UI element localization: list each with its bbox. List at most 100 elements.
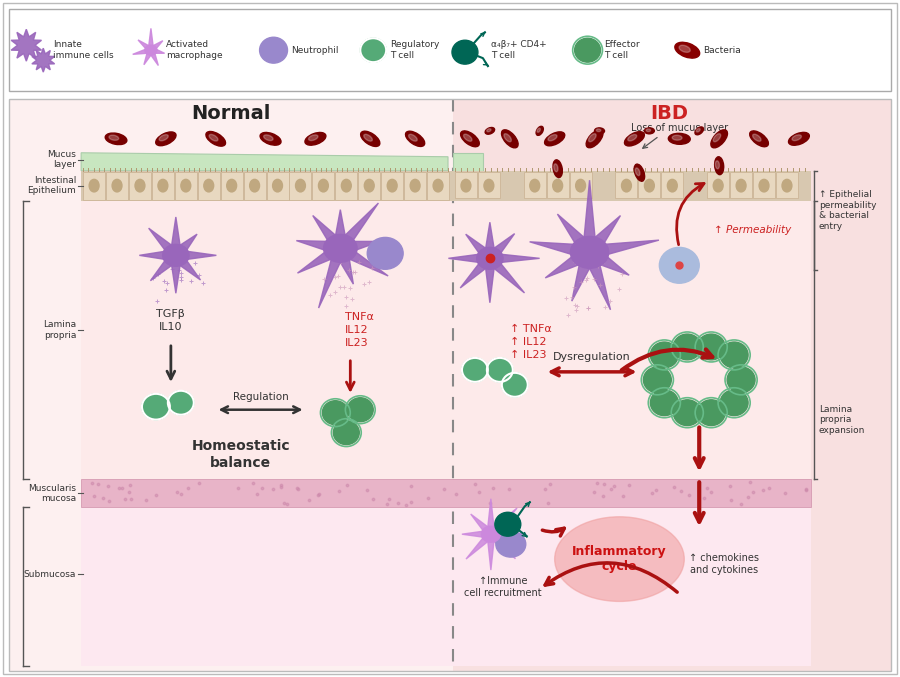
Ellipse shape	[260, 133, 281, 145]
Ellipse shape	[249, 179, 259, 192]
Ellipse shape	[673, 334, 701, 360]
Bar	[707, 172, 729, 198]
Ellipse shape	[646, 129, 651, 131]
Ellipse shape	[668, 179, 677, 192]
Ellipse shape	[574, 38, 600, 62]
Ellipse shape	[361, 131, 380, 146]
Text: Normal: Normal	[191, 104, 270, 123]
Polygon shape	[140, 217, 216, 293]
Bar	[198, 172, 220, 200]
Ellipse shape	[553, 160, 562, 177]
Ellipse shape	[477, 247, 503, 269]
Text: IBD: IBD	[651, 104, 688, 123]
Ellipse shape	[537, 128, 540, 132]
Bar	[753, 172, 775, 198]
Text: Loss of mucus layer: Loss of mucus layer	[631, 123, 728, 133]
Polygon shape	[529, 180, 659, 310]
Ellipse shape	[720, 342, 748, 368]
Bar	[9, 99, 453, 671]
Bar	[9, 99, 891, 671]
Ellipse shape	[530, 179, 540, 192]
Ellipse shape	[364, 134, 373, 141]
Text: Activated
macrophage: Activated macrophage	[166, 41, 222, 60]
Ellipse shape	[295, 179, 305, 192]
Ellipse shape	[309, 135, 318, 141]
Ellipse shape	[672, 135, 682, 140]
Ellipse shape	[273, 179, 283, 192]
Bar	[776, 172, 798, 198]
Text: Homeostatic
balance: Homeostatic balance	[192, 439, 290, 470]
Polygon shape	[132, 28, 165, 66]
Ellipse shape	[367, 238, 403, 269]
Ellipse shape	[109, 135, 119, 140]
Bar	[83, 172, 105, 200]
Ellipse shape	[635, 168, 640, 175]
Ellipse shape	[586, 130, 603, 148]
Ellipse shape	[750, 131, 769, 147]
Text: Mucus
layer: Mucus layer	[48, 150, 76, 169]
Ellipse shape	[628, 135, 636, 141]
Ellipse shape	[698, 334, 725, 360]
Bar	[453, 171, 811, 200]
Ellipse shape	[660, 247, 699, 283]
Bar	[404, 172, 426, 200]
Ellipse shape	[501, 130, 518, 148]
Ellipse shape	[409, 134, 418, 141]
Bar	[129, 172, 151, 200]
Text: Bacteria: Bacteria	[703, 45, 741, 55]
Ellipse shape	[89, 179, 99, 192]
Text: ↑ IL12: ↑ IL12	[509, 337, 546, 347]
Ellipse shape	[495, 512, 521, 536]
Ellipse shape	[227, 179, 237, 192]
Ellipse shape	[644, 128, 654, 134]
Bar	[428, 172, 449, 200]
Ellipse shape	[341, 179, 351, 192]
Bar	[175, 172, 197, 200]
Text: IL10: IL10	[159, 322, 183, 332]
Ellipse shape	[485, 127, 495, 134]
Ellipse shape	[482, 526, 500, 542]
Bar	[638, 172, 661, 198]
Ellipse shape	[589, 134, 596, 141]
Polygon shape	[32, 48, 55, 72]
Text: ↑ TNFα: ↑ TNFα	[509, 324, 552, 334]
Ellipse shape	[112, 179, 122, 192]
Ellipse shape	[203, 179, 213, 192]
Bar	[220, 172, 243, 200]
Bar	[152, 172, 174, 200]
Text: ↑ Epithelial
permeability
& bacterial
entry: ↑ Epithelial permeability & bacterial en…	[819, 190, 877, 231]
Ellipse shape	[625, 131, 644, 146]
Ellipse shape	[715, 157, 724, 175]
Bar	[81, 200, 811, 479]
Bar	[312, 172, 335, 200]
Ellipse shape	[158, 179, 167, 192]
Bar	[616, 172, 637, 198]
Ellipse shape	[752, 134, 761, 141]
Ellipse shape	[305, 133, 326, 145]
Ellipse shape	[502, 373, 527, 397]
Ellipse shape	[554, 164, 558, 172]
Ellipse shape	[156, 132, 176, 146]
Ellipse shape	[168, 391, 194, 415]
Bar	[382, 172, 403, 200]
Ellipse shape	[697, 129, 700, 132]
Text: IL23: IL23	[346, 338, 369, 348]
Ellipse shape	[595, 128, 605, 134]
Ellipse shape	[364, 179, 374, 192]
Polygon shape	[296, 203, 388, 308]
Ellipse shape	[548, 135, 557, 141]
Ellipse shape	[680, 45, 690, 52]
Bar	[336, 172, 357, 200]
Ellipse shape	[487, 358, 513, 382]
Ellipse shape	[644, 179, 654, 192]
Ellipse shape	[536, 127, 544, 135]
Ellipse shape	[360, 38, 386, 62]
Text: Innate
immune cells: Innate immune cells	[53, 41, 114, 60]
Ellipse shape	[163, 244, 189, 266]
Ellipse shape	[622, 179, 632, 192]
Text: Effector
T cell: Effector T cell	[605, 41, 640, 60]
Ellipse shape	[462, 358, 488, 382]
Ellipse shape	[461, 131, 480, 147]
Ellipse shape	[209, 135, 218, 141]
Bar	[478, 172, 500, 198]
